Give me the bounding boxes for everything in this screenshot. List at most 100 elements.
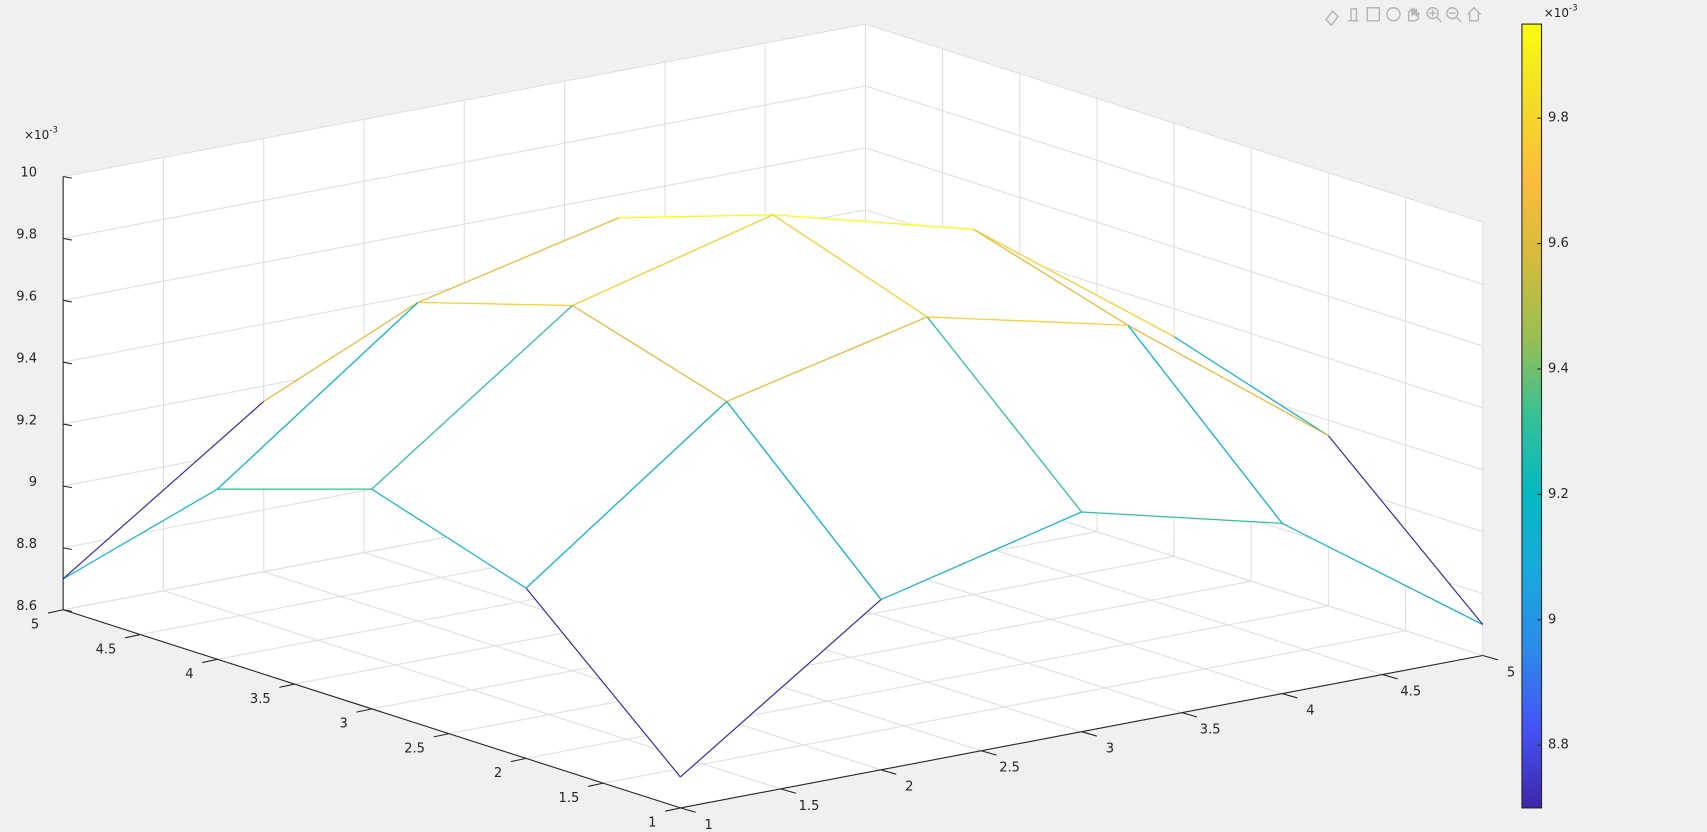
axes: 1 1.5 2 2.5 3 3.5 4 4.5 5 1 1.5 2 2.5 3 3.5 4 4.5 5 8.6 8.8…: [16, 166, 1515, 832]
z-tick: [63, 361, 72, 365]
z-grid-line: [865, 85, 1483, 285]
mesh-edge: [1173, 336, 1329, 437]
z-grid-line: [865, 23, 1483, 223]
x-tick-label: 3: [1106, 742, 1114, 757]
y-tick-label: 2.5: [404, 741, 425, 756]
x-tick: [1282, 693, 1298, 699]
mesh-face: [371, 305, 727, 589]
zoom-in-button[interactable]: [1426, 7, 1442, 23]
colorbar-tick-label: 9.4: [1548, 361, 1569, 376]
mesh-edge: [726, 316, 928, 403]
mesh-face: [726, 316, 1082, 600]
x-tick-label: 4.5: [1400, 684, 1421, 699]
z-multiplier: ×10-3: [24, 125, 58, 141]
colorbar-scale: [1521, 23, 1543, 809]
x-tick-label: 1.5: [799, 799, 820, 814]
z-tick: [63, 237, 72, 241]
toolbar: [1325, 6, 1482, 27]
z-tick: [63, 547, 72, 551]
datatip-button[interactable]: [1347, 8, 1359, 22]
x-tick: [780, 788, 797, 794]
mesh-edge: [525, 401, 728, 589]
y-tick-label: 4.5: [96, 642, 117, 657]
brush-button[interactable]: [1325, 9, 1339, 27]
x-tick-label: 5: [1507, 665, 1515, 680]
mesh-face: [772, 214, 1128, 326]
z-multiplier-base: ×10: [24, 128, 49, 142]
mesh-edge: [371, 305, 573, 490]
z-tick-label: 9.2: [16, 413, 37, 428]
z-tick-label: 9.4: [16, 351, 37, 366]
mesh-edge: [618, 214, 773, 219]
mesh-face: [217, 302, 573, 490]
x-tick: [981, 750, 997, 756]
x-tick-label: 2: [905, 780, 913, 795]
x-tick: [1181, 712, 1198, 718]
colorbar-multiplier: ×10-3: [1544, 3, 1578, 19]
y-grid-line: [603, 630, 1406, 784]
z-tick-label: 10: [20, 166, 37, 181]
z-tick-label: 8.6: [16, 599, 37, 614]
x-tick: [680, 807, 696, 813]
z-grid-line: [865, 147, 1483, 347]
colorbar-tick-label: 9.2: [1548, 487, 1569, 502]
y-tick: [47, 609, 64, 614]
zoom-out-button[interactable]: [1446, 7, 1462, 23]
colorbar-tick-label: 9.6: [1548, 236, 1569, 251]
mesh-edge: [1327, 435, 1484, 625]
mesh-edge: [927, 316, 1128, 326]
colorbar-tick-label: 9.8: [1548, 111, 1569, 126]
mesh-edge: [62, 401, 265, 580]
colorbar-multiplier-base: ×10: [1544, 6, 1569, 20]
home-button[interactable]: [1466, 6, 1482, 22]
x-tick-label: 1: [705, 818, 713, 832]
pan-button[interactable]: [1408, 7, 1420, 22]
mesh-face: [927, 316, 1283, 524]
legend-button[interactable]: [1366, 7, 1381, 22]
mesh-face: [526, 401, 881, 777]
z-tick: [63, 423, 72, 427]
y-tick: [665, 807, 681, 812]
x-tick-label: 4: [1306, 704, 1314, 719]
x-tick: [1081, 731, 1097, 737]
y-tick: [202, 658, 218, 664]
mesh-edge: [371, 488, 527, 589]
x-tick: [1382, 674, 1398, 680]
y-tick-label: 3.5: [250, 692, 271, 707]
z-grid-line: [63, 23, 866, 178]
y-tick-label: 2: [494, 766, 502, 781]
mesh-edge: [772, 214, 974, 230]
z-multiplier-exponent: -3: [49, 125, 58, 135]
y-tick: [356, 708, 372, 713]
z-tick: [63, 175, 72, 179]
y-tick: [124, 634, 141, 639]
mesh-edge: [680, 599, 882, 778]
y-tick-label: 1: [648, 816, 656, 831]
y-tick-label: 1.5: [559, 791, 580, 806]
z-tick: [63, 609, 72, 612]
mesh-edge: [1127, 324, 1283, 524]
mesh-edge: [417, 217, 619, 303]
y-tick-label: 4: [185, 667, 193, 682]
rotate-button[interactable]: [1386, 7, 1401, 22]
z-grid-line: [63, 147, 866, 301]
y-tick-label: 5: [31, 618, 39, 633]
colorbar: 8.8 9 9.2 9.4 9.6 9.8: [1521, 23, 1569, 809]
mesh-edge: [726, 401, 882, 600]
z-tick-label: 9.8: [16, 228, 37, 243]
colorbar-tick-label: 9: [1548, 612, 1556, 627]
z-tick-label: 8.8: [16, 537, 37, 552]
mesh-edge: [1081, 511, 1283, 524]
mesh-edge: [1127, 324, 1329, 437]
z-grid-line: [63, 85, 866, 239]
mesh-edge: [772, 214, 928, 318]
x-tick: [880, 769, 897, 775]
mesh-edge: [525, 587, 681, 778]
z-tick-label: 9.6: [16, 290, 37, 305]
z-tick: [63, 485, 72, 489]
x-tick: [1482, 654, 1499, 661]
mesh-face: [973, 229, 1329, 436]
mesh-face: [63, 302, 419, 579]
